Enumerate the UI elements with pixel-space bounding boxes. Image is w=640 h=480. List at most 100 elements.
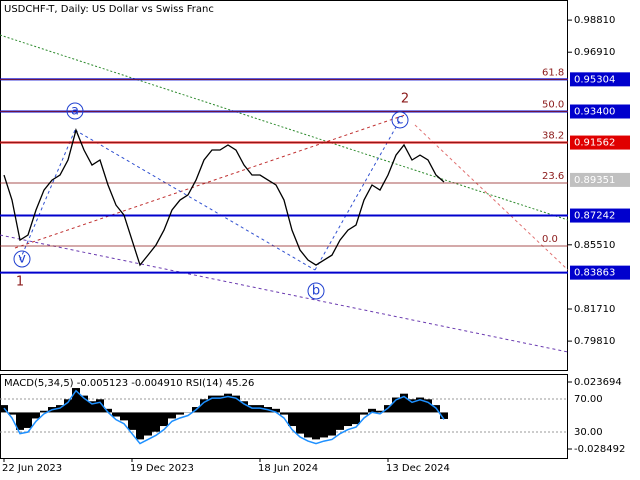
macd-bar	[40, 410, 48, 413]
chart-title: USDCHF-T, Daily: US Dollar vs Swiss Fran…	[4, 4, 214, 15]
macd-bar	[224, 393, 232, 413]
macd-bar	[368, 408, 376, 413]
x-tick-label: 13 Dec 2024	[386, 463, 450, 474]
wave-label: v	[18, 252, 26, 267]
trend-line	[19, 129, 76, 261]
macd-bar	[176, 412, 184, 415]
macd-bar	[72, 388, 80, 413]
y-tick-label: 0.79810	[574, 336, 615, 347]
wave-label: a	[71, 104, 79, 119]
wave-circle	[13, 250, 31, 268]
last-price-box	[570, 172, 630, 187]
wave-circle	[307, 282, 325, 300]
price-line	[3, 128, 445, 267]
x-tick-label: 22 Jun 2023	[2, 463, 62, 474]
macd-bar	[32, 412, 40, 419]
x-tick-label: 19 Dec 2023	[130, 463, 194, 474]
y-tick-label: 0.81710	[574, 304, 615, 315]
macd-bar	[88, 401, 96, 413]
rsi-line	[3, 389, 445, 445]
wave-circle	[66, 102, 84, 120]
macd-bar	[208, 395, 216, 413]
main-panel-border	[0, 0, 568, 371]
macd-bar	[96, 399, 104, 413]
macd-bar	[408, 399, 416, 413]
macd-bar	[280, 412, 288, 415]
macd-bar	[24, 412, 32, 428]
fib-label: 61.8	[542, 67, 564, 78]
macd-bar	[416, 397, 424, 413]
fib-label: 38.2	[542, 131, 564, 142]
level-label-box	[570, 208, 630, 223]
macd-bar	[168, 412, 176, 419]
trend-line	[414, 124, 569, 271]
macd-bar	[336, 412, 344, 430]
macd-bar	[296, 412, 304, 434]
macd-bar	[64, 399, 72, 413]
level-label: 0.87242	[574, 211, 615, 222]
indicator-title: MACD(5,34,5) -0.005123 -0.004910 RSI(14)…	[4, 378, 254, 389]
macd-bar	[80, 395, 88, 413]
level-label-box	[570, 104, 630, 119]
macd-bar	[8, 412, 16, 415]
macd-bar	[320, 412, 328, 438]
macd-bar	[128, 412, 136, 430]
macd-bar	[144, 412, 152, 436]
y-tick-label: -0.028492	[574, 444, 625, 455]
wave-label: 1	[16, 275, 24, 290]
wave-circle	[391, 111, 409, 129]
fib-label: 0.0	[542, 234, 558, 245]
y-tick-label: 0.96910	[574, 47, 615, 58]
macd-bar	[312, 412, 320, 440]
trend-line	[0, 234, 569, 353]
trend-line	[14, 114, 406, 249]
fib-label: 23.6	[542, 171, 564, 182]
macd-bar	[240, 401, 248, 413]
macd-bar	[200, 399, 208, 413]
last-price-label: 0.89351	[574, 175, 615, 186]
macd-bar	[16, 412, 24, 430]
fib-label: 50.0	[542, 100, 564, 111]
macd-bar	[328, 412, 336, 436]
macd-bar	[392, 397, 400, 413]
macd-bar	[272, 408, 280, 413]
level-label: 0.83863	[574, 268, 615, 279]
macd-bar	[136, 412, 144, 440]
y2-tick-label: 70.00	[574, 394, 603, 405]
level-label-box	[570, 265, 630, 280]
macd-bar	[152, 412, 160, 432]
macd-bar	[376, 410, 384, 413]
y-tick-label: 0.98810	[574, 15, 615, 26]
trend-line	[314, 119, 401, 271]
macd-bar	[440, 412, 448, 419]
macd-bar	[288, 412, 296, 427]
level-label: 0.91562	[574, 138, 615, 149]
wave-label: 2	[401, 92, 409, 107]
macd-bar	[120, 412, 128, 421]
y2-tick-label: 30.00	[574, 427, 603, 438]
macd-bar	[232, 395, 240, 413]
macd-panel-border	[0, 374, 568, 459]
trend-line	[74, 129, 316, 271]
x-tick-label: 18 Jun 2024	[258, 463, 318, 474]
macd-bar	[344, 412, 352, 427]
wave-label: c	[396, 113, 403, 128]
macd-bar	[360, 412, 368, 415]
wave-label: b	[312, 284, 320, 299]
y-tick-label: 0.023694	[574, 377, 622, 388]
macd-bar	[304, 412, 312, 438]
y-tick-label: 0.85510	[574, 240, 615, 251]
level-label-box	[570, 72, 630, 87]
level-label: 0.93400	[574, 107, 615, 118]
level-label-box	[570, 135, 630, 150]
trend-line	[0, 34, 569, 221]
macd-bar	[400, 393, 408, 413]
macd-bar	[112, 412, 120, 417]
macd-bar	[352, 412, 360, 425]
macd-bar	[424, 399, 432, 413]
macd-bar	[160, 412, 168, 427]
level-label: 0.95304	[574, 74, 615, 85]
macd-bar	[104, 408, 112, 413]
macd-bar	[216, 395, 224, 413]
